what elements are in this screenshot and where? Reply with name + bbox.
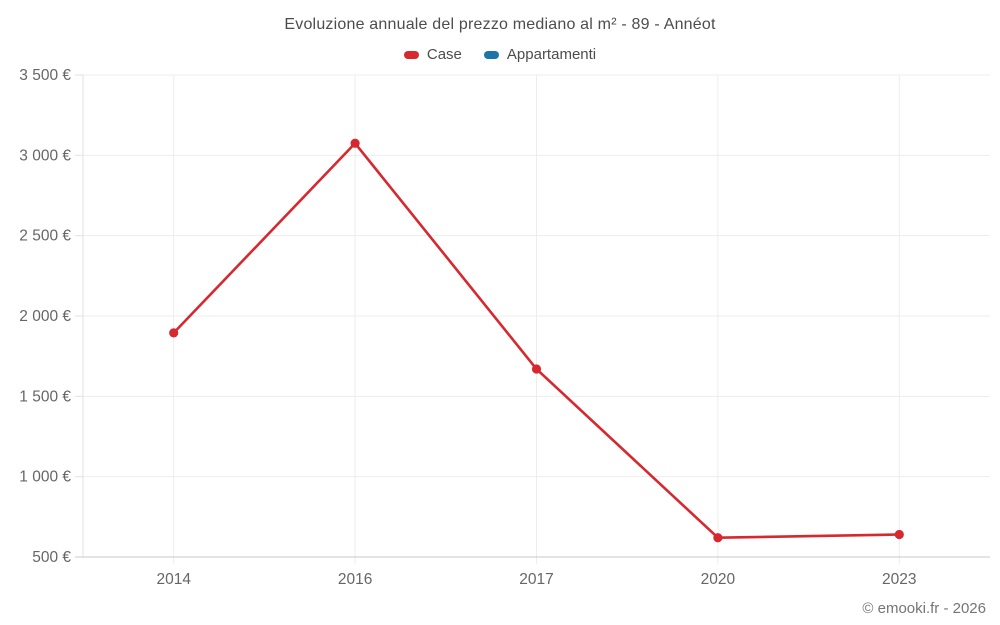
data-point-case[interactable] bbox=[713, 533, 723, 543]
chart-legend: Case Appartamenti bbox=[0, 46, 1000, 63]
legend-label-case: Case bbox=[426, 46, 462, 63]
x-axis-label: 2016 bbox=[338, 571, 372, 588]
legend-swatch-appartamenti bbox=[483, 50, 499, 59]
x-axis-label: 2014 bbox=[156, 571, 191, 588]
x-axis-label: 2020 bbox=[701, 571, 736, 588]
legend-label-appartamenti: Appartamenti bbox=[506, 46, 597, 63]
y-axis-label: 1 000 € bbox=[19, 469, 71, 486]
y-axis-label: 3 000 € bbox=[19, 147, 71, 164]
y-axis-label: 500 € bbox=[32, 549, 71, 566]
chart-title: Evoluzione annuale del prezzo mediano al… bbox=[284, 16, 716, 33]
data-point-case[interactable] bbox=[169, 328, 179, 338]
legend-swatch-case bbox=[403, 50, 419, 59]
data-point-case[interactable] bbox=[350, 138, 360, 148]
copyright-credit: © emooki.fr - 2026 bbox=[862, 600, 986, 617]
legend-item-appartamenti[interactable]: Appartamenti bbox=[483, 46, 597, 63]
y-axis-label: 3 500 € bbox=[19, 67, 71, 84]
y-axis-label: 1 500 € bbox=[19, 388, 71, 405]
x-axis-label: 2017 bbox=[519, 571, 553, 588]
y-axis-label: 2 000 € bbox=[19, 308, 71, 325]
x-axis-label: 2023 bbox=[882, 571, 916, 588]
y-axis-label: 2 500 € bbox=[19, 228, 71, 245]
legend-item-case[interactable]: Case bbox=[403, 46, 462, 63]
data-point-case[interactable] bbox=[894, 529, 904, 540]
data-point-case[interactable] bbox=[531, 364, 542, 374]
